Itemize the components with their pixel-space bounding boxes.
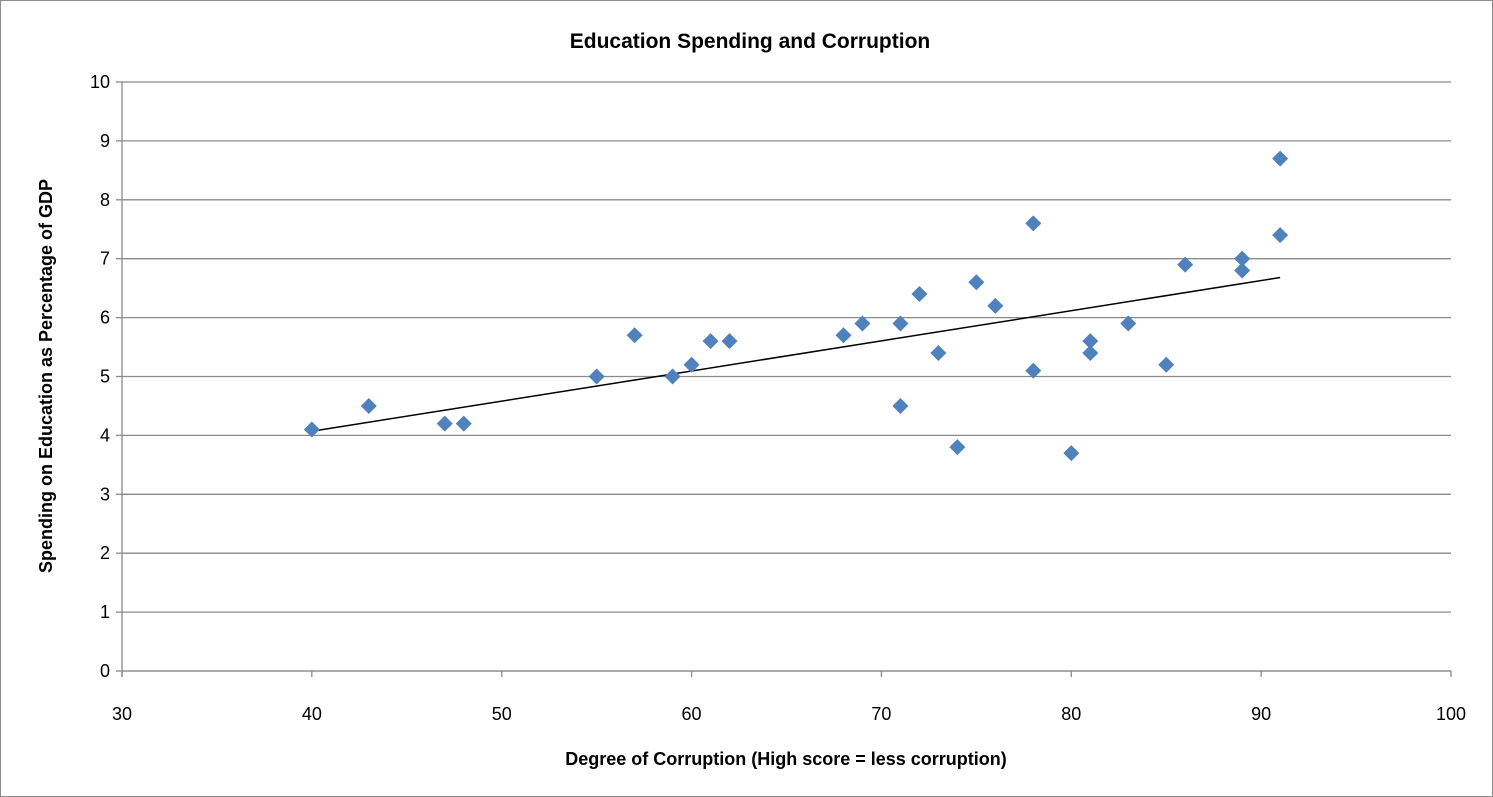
- y-tick-label: 2: [100, 543, 110, 563]
- data-point: [303, 421, 320, 438]
- data-point: [1234, 250, 1251, 267]
- data-point: [1272, 150, 1289, 167]
- trendline: [311, 276, 1281, 433]
- x-tick-label: 30: [112, 704, 132, 724]
- x-axis-label: Degree of Corruption (High score = less …: [565, 749, 1007, 769]
- data-point: [1177, 256, 1194, 273]
- data-point: [360, 397, 377, 414]
- data-point: [968, 274, 985, 291]
- y-tick-label: 0: [100, 661, 110, 681]
- data-point: [683, 356, 700, 373]
- y-tick-label: 8: [100, 190, 110, 210]
- y-tick-label: 4: [100, 425, 110, 445]
- data-point: [702, 333, 719, 350]
- x-tick-label: 60: [682, 704, 702, 724]
- data-point: [835, 327, 852, 344]
- data-point: [854, 315, 871, 332]
- y-tick-label: 3: [100, 484, 110, 504]
- data-point: [721, 333, 738, 350]
- data-point: [588, 368, 605, 385]
- y-tick-label: 5: [100, 367, 110, 387]
- data-point: [1082, 333, 1099, 350]
- x-tick-label: 70: [871, 704, 891, 724]
- data-point: [892, 315, 909, 332]
- data-point: [1272, 227, 1289, 244]
- x-tick-label: 100: [1436, 704, 1466, 724]
- x-tick-label: 50: [492, 704, 512, 724]
- data-point: [1234, 262, 1251, 279]
- x-tick-label: 40: [302, 704, 322, 724]
- data-point: [892, 397, 909, 414]
- data-point: [987, 297, 1004, 314]
- data-point: [1025, 362, 1042, 379]
- data-point: [911, 286, 928, 303]
- y-tick-label: 6: [100, 308, 110, 328]
- x-tick-label: 90: [1251, 704, 1271, 724]
- data-point: [436, 415, 453, 432]
- data-point: [455, 415, 472, 432]
- y-axis-label: Spending on Education as Percentage of G…: [36, 179, 56, 573]
- data-point: [1025, 215, 1042, 232]
- y-tick-label: 9: [100, 131, 110, 151]
- data-point: [1120, 315, 1137, 332]
- data-point: [664, 368, 681, 385]
- data-point: [1082, 344, 1099, 361]
- data-point: [949, 439, 966, 456]
- y-tick-label: 1: [100, 602, 110, 622]
- data-point: [1158, 356, 1175, 373]
- data-point: [1063, 445, 1080, 462]
- data-point: [626, 327, 643, 344]
- y-tick-label: 10: [90, 72, 110, 92]
- y-tick-label: 7: [100, 249, 110, 269]
- data-point: [930, 344, 947, 361]
- x-tick-label: 80: [1061, 704, 1081, 724]
- chart-title: Education Spending and Corruption: [570, 30, 930, 53]
